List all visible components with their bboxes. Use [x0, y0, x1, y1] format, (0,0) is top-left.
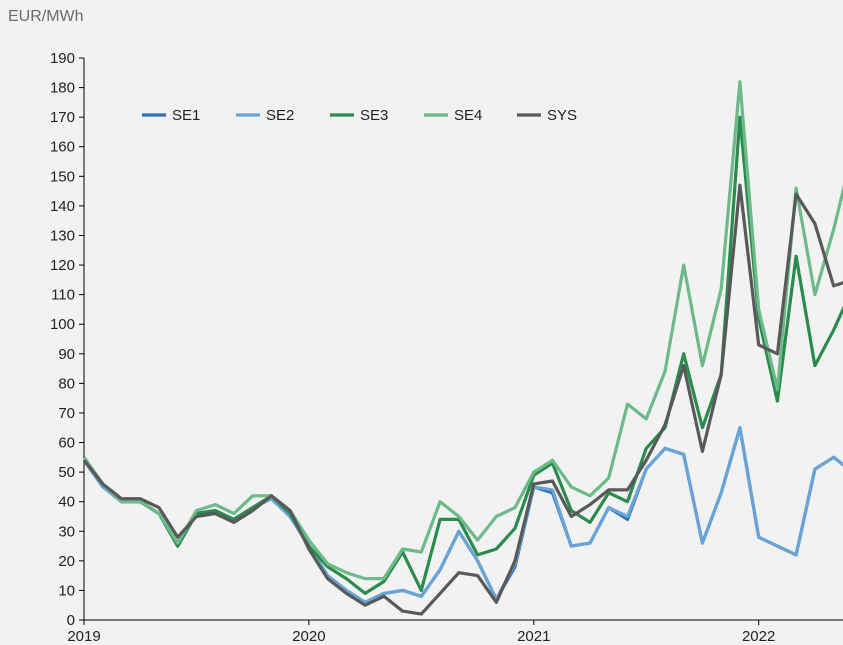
legend-label-se3: SE3: [360, 107, 388, 124]
y-tick-label: 190: [50, 50, 75, 67]
y-tick-label: 70: [58, 405, 75, 422]
series-line-se4: [82, 80, 843, 581]
y-tick-label: 130: [50, 227, 75, 244]
legend-label-se4: SE4: [454, 107, 482, 124]
y-tick-label: 150: [50, 168, 75, 185]
y-tick-label: 0: [67, 612, 75, 629]
legend-label-sys: SYS: [547, 107, 577, 124]
y-tick-label: 170: [50, 109, 75, 126]
legend: SE1 SE2 SE3 SE4 SYS: [142, 107, 577, 124]
y-tick-label: 90: [58, 346, 75, 363]
legend-label-se2: SE2: [266, 107, 294, 124]
y-tick-label: 120: [50, 257, 75, 274]
y-tick-label: 100: [50, 316, 75, 333]
legend-label-se1: SE1: [172, 107, 200, 124]
y-tick-label: 40: [58, 494, 75, 511]
y-axis-unit-label: EUR/MWh: [8, 8, 84, 25]
y-tick-label: 140: [50, 198, 75, 215]
y-tick-label: 180: [50, 80, 75, 97]
y-tick-label: 20: [58, 553, 75, 570]
y-tick-label: 110: [51, 287, 75, 304]
x-tick-label: 2021: [517, 628, 550, 645]
y-tick-label: 50: [58, 464, 75, 481]
y-tick-label: 60: [58, 435, 75, 452]
y-tick-label: 30: [58, 523, 75, 540]
y-tick-label: 160: [50, 139, 75, 156]
series-lines: [82, 80, 843, 616]
y-tick-label: 10: [58, 582, 75, 599]
y-axis: 0 10 20 30 40 50 60 70 80 90 100 110 120 130 140 150 160…: [50, 50, 85, 629]
x-axis: 2019 2020 2021 2022: [67, 619, 843, 645]
y-tick-label: 80: [58, 375, 75, 392]
x-tick-label: 2022: [742, 628, 775, 645]
series-line-sys: [82, 183, 843, 616]
x-tick-label: 2020: [292, 628, 325, 645]
x-tick-label: 2019: [67, 628, 100, 645]
